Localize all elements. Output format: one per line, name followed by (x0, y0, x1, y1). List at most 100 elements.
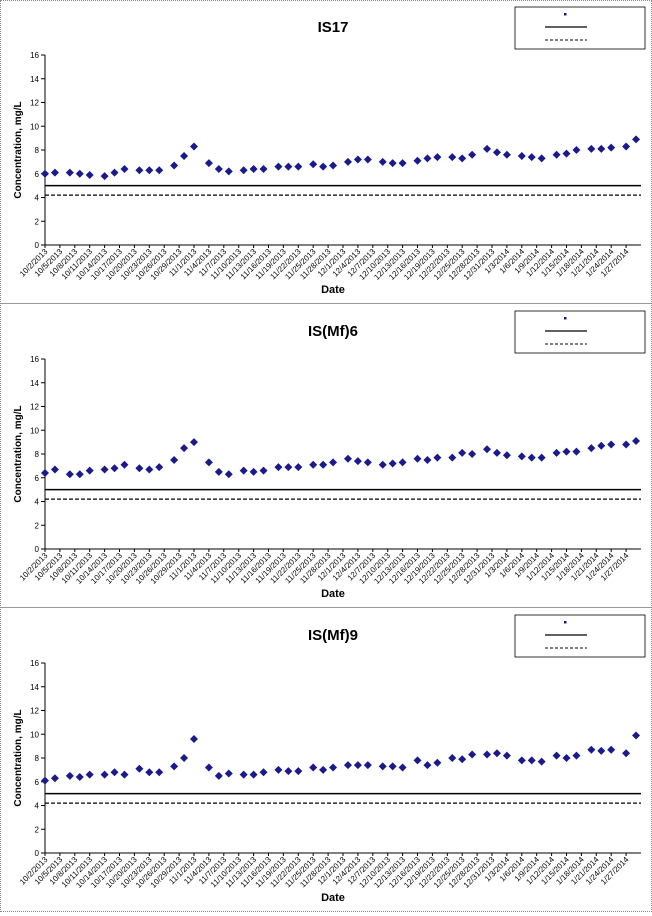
data-point (329, 458, 338, 467)
data-point (423, 761, 432, 770)
y-tick-label: 8 (35, 450, 40, 459)
data-point (145, 465, 154, 474)
data-point (398, 458, 407, 467)
y-tick-label: 4 (35, 802, 40, 811)
data-point (41, 776, 49, 785)
data-point (155, 166, 164, 175)
data-point (517, 452, 526, 461)
x-axis-label: Date (321, 284, 345, 296)
data-point (433, 758, 442, 767)
data-point (110, 768, 119, 777)
y-axis-label: Concentration, mg/L (13, 101, 24, 198)
data-point (224, 470, 233, 479)
y-tick-label: 0 (35, 241, 40, 250)
data-point (458, 755, 467, 764)
data-point (433, 453, 442, 462)
data-point (110, 168, 119, 177)
y-tick-label: 2 (35, 825, 40, 834)
data-point (448, 754, 457, 762)
data-point (100, 465, 109, 474)
data-point (155, 463, 164, 472)
data-point (448, 153, 457, 162)
data-point (607, 440, 616, 449)
y-tick-label: 10 (30, 426, 39, 435)
data-point (41, 169, 49, 178)
y-axis-label: Concentration, mg/L (13, 405, 24, 502)
data-point (329, 763, 338, 772)
data-point (120, 460, 129, 469)
data-point (214, 165, 223, 173)
data-point (527, 756, 536, 765)
data-point (50, 168, 59, 177)
data-point (75, 169, 84, 178)
data-point (353, 155, 362, 164)
data-point (190, 438, 198, 447)
data-point (145, 768, 154, 777)
data-point (100, 770, 109, 779)
data-point (309, 160, 318, 169)
y-tick-label: 10 (30, 122, 39, 131)
y-tick-label: 16 (30, 51, 39, 60)
data-point (632, 135, 641, 144)
data-point (85, 170, 94, 179)
data-point (492, 749, 501, 758)
data-point (214, 771, 223, 780)
data-point (468, 750, 477, 759)
data-point (180, 151, 189, 160)
data-point (239, 166, 248, 175)
data-point (75, 773, 84, 781)
y-tick-label: 16 (30, 355, 39, 364)
data-point (65, 470, 74, 479)
data-point (190, 735, 198, 743)
y-tick-label: 12 (30, 99, 39, 108)
data-point (294, 162, 303, 171)
data-point (204, 458, 213, 467)
data-point (100, 172, 109, 181)
data-point (468, 150, 477, 159)
y-tick-label: 4 (35, 194, 40, 203)
data-point (483, 144, 492, 153)
data-point (388, 159, 397, 168)
data-point (413, 756, 422, 765)
data-point (378, 157, 387, 166)
data-point (204, 159, 213, 168)
data-point (319, 162, 328, 171)
data-point (527, 153, 536, 162)
data-point (343, 761, 352, 770)
data-point (135, 166, 144, 175)
data-point (552, 150, 561, 159)
y-tick-label: 2 (35, 217, 40, 226)
chart-title: IS17 (318, 19, 349, 36)
data-point (41, 469, 49, 477)
data-point (329, 161, 338, 170)
data-point (343, 454, 352, 463)
data-point (458, 154, 467, 163)
y-tick-label: 4 (35, 498, 40, 507)
data-point (572, 447, 581, 456)
data-point (363, 761, 372, 770)
legend-box (514, 310, 646, 354)
data-point (587, 144, 596, 153)
data-point (562, 447, 571, 456)
chart-title: IS(Mf)9 (308, 627, 358, 644)
data-point (607, 143, 616, 152)
y-tick-label: 10 (30, 730, 39, 739)
data-point (572, 146, 581, 154)
data-point (433, 153, 442, 162)
y-tick-label: 6 (35, 170, 40, 179)
data-point (492, 448, 501, 457)
data-point (388, 459, 397, 468)
data-point (378, 762, 387, 771)
y-tick-label: 16 (30, 659, 39, 668)
y-tick-label: 6 (35, 778, 40, 787)
legend-marker (564, 13, 567, 16)
data-point (413, 156, 422, 165)
x-axis-label: Date (321, 588, 345, 600)
y-tick-label: 0 (35, 545, 40, 554)
data-point (597, 746, 606, 755)
data-point (458, 448, 467, 457)
y-tick-label: 2 (35, 521, 40, 530)
